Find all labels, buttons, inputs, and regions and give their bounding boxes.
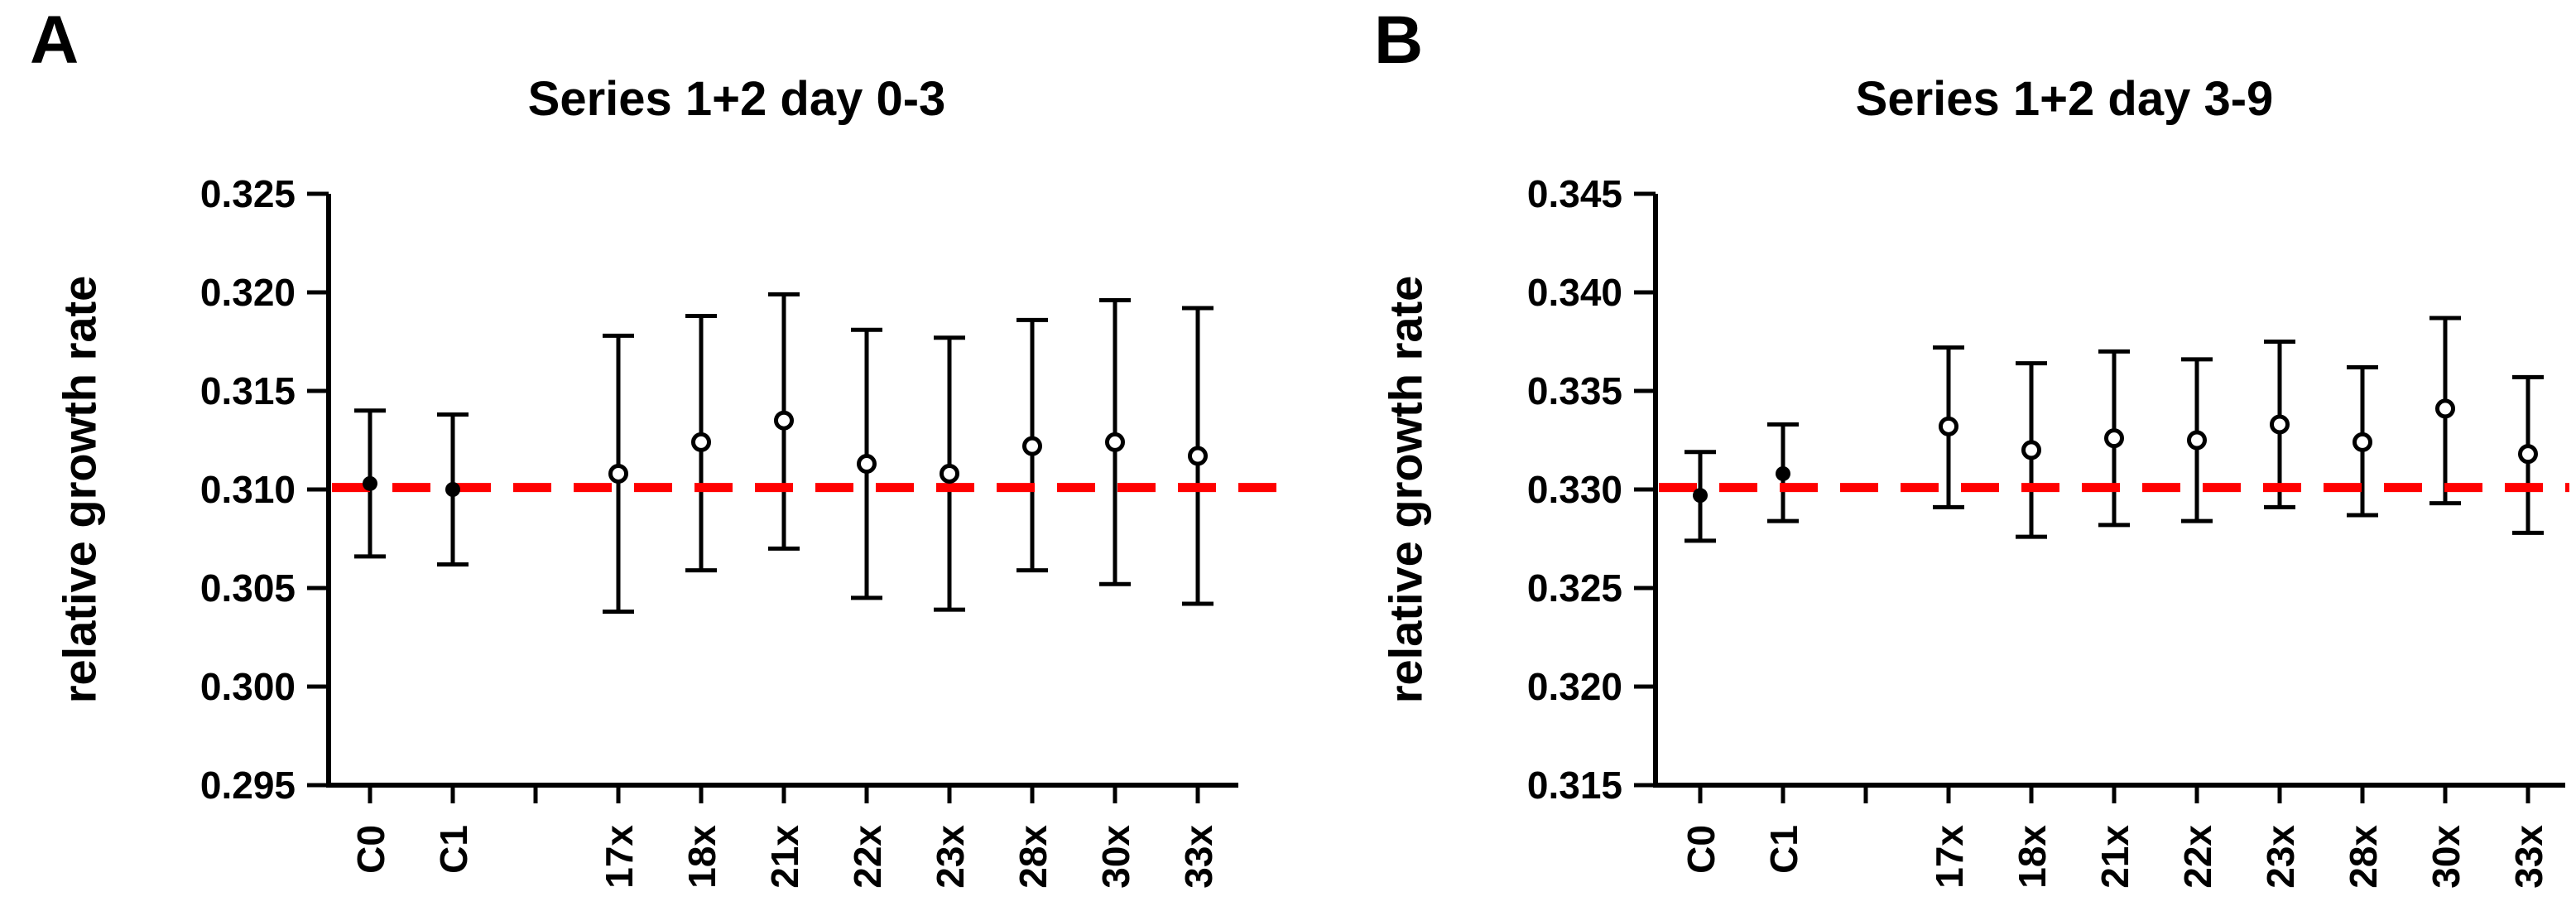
marker-22x xyxy=(2187,430,2207,451)
x-tick-label-23x: 23x xyxy=(2259,825,2302,889)
marker-28x xyxy=(1022,436,1042,456)
marker-30x xyxy=(2435,398,2455,419)
marker-33x xyxy=(1188,446,1208,466)
markers xyxy=(363,410,1208,497)
y-tick-label: 0.315 xyxy=(1527,764,1622,807)
panel-a-title: Series 1+2 day 0-3 xyxy=(527,72,946,126)
y-tick-label: 0.315 xyxy=(200,369,296,412)
x-tick-label-18x: 18x xyxy=(680,825,723,889)
marker-21x xyxy=(774,410,794,431)
markers xyxy=(1693,398,2538,504)
y-tick-label: 0.305 xyxy=(200,566,296,610)
panel-b-plot: 0.345 0.340 0.335 0.330 0.325 0.320 0.315 C0 C1 1… xyxy=(1527,172,2569,889)
marker-C0 xyxy=(363,475,377,491)
panel-a: A Series 1+2 day 0-3 relative growth rat… xyxy=(30,2,1281,889)
y-tick-label: 0.335 xyxy=(1527,369,1622,412)
marker-C1 xyxy=(445,482,460,497)
y-tick-label: 0.345 xyxy=(1527,172,1622,215)
x-tick-label-17x: 17x xyxy=(598,825,641,889)
y-tick-label: 0.295 xyxy=(200,764,296,807)
x-tick-label-30x: 30x xyxy=(1094,825,1137,889)
marker-17x xyxy=(1939,416,1958,436)
y-tick-label: 0.330 xyxy=(1527,468,1622,511)
marker-C1 xyxy=(1776,465,1790,481)
x-tick-label-23x: 23x xyxy=(929,825,972,889)
x-tick-label-28x: 28x xyxy=(1012,825,1055,889)
marker-28x xyxy=(2353,431,2372,452)
y-tick-label: 0.310 xyxy=(200,468,296,511)
error-bars xyxy=(354,292,1214,615)
y-tick-label: 0.325 xyxy=(1527,566,1622,610)
marker-30x xyxy=(1105,431,1125,452)
panel-a-corner-label: A xyxy=(30,2,79,78)
x-tick-label-28x: 28x xyxy=(2342,825,2385,889)
marker-33x xyxy=(2518,444,2538,465)
marker-18x xyxy=(2021,440,2041,460)
x-tick-label-22x: 22x xyxy=(846,825,889,889)
x-tick-label-18x: 18x xyxy=(2011,825,2054,889)
marker-23x xyxy=(940,463,959,484)
x-tick-label-C1: C1 xyxy=(432,825,475,874)
x-tick-label-22x: 22x xyxy=(2176,825,2219,889)
x-tick-label-33x: 33x xyxy=(2507,825,2550,889)
marker-C0 xyxy=(1693,488,1708,504)
y-tick-label: 0.325 xyxy=(200,172,296,215)
marker-18x xyxy=(691,431,711,452)
marker-21x xyxy=(2104,428,2124,449)
x-tick-label-C1: C1 xyxy=(1762,825,1805,874)
x-tick-label-C0: C0 xyxy=(1680,825,1723,874)
y-tick-label: 0.320 xyxy=(1527,665,1622,708)
panel-b: B Series 1+2 day 3-9 relative growth rat… xyxy=(1288,0,2576,916)
x-tick-label-C0: C0 xyxy=(349,825,392,874)
y-tick-label: 0.340 xyxy=(1527,271,1622,314)
panel-b-title: Series 1+2 day 3-9 xyxy=(1855,72,2274,126)
marker-22x xyxy=(857,454,877,475)
y-tick-label: 0.300 xyxy=(200,665,296,708)
x-tick-label-33x: 33x xyxy=(1177,825,1220,889)
x-tick-label-17x: 17x xyxy=(1928,825,1971,889)
x-tick-label-21x: 21x xyxy=(763,825,806,889)
marker-17x xyxy=(608,463,628,484)
panel-b-corner-label: B xyxy=(1374,2,1424,78)
marker-23x xyxy=(2270,414,2290,435)
panel-a-plot: 0.325 0.320 0.315 0.310 0.305 0.300 0.295 C0 C1 1… xyxy=(200,172,1281,889)
y-tick-label: 0.320 xyxy=(200,271,296,314)
x-tick-label-30x: 30x xyxy=(2425,825,2468,889)
x-tick-label-21x: 21x xyxy=(2093,825,2136,889)
